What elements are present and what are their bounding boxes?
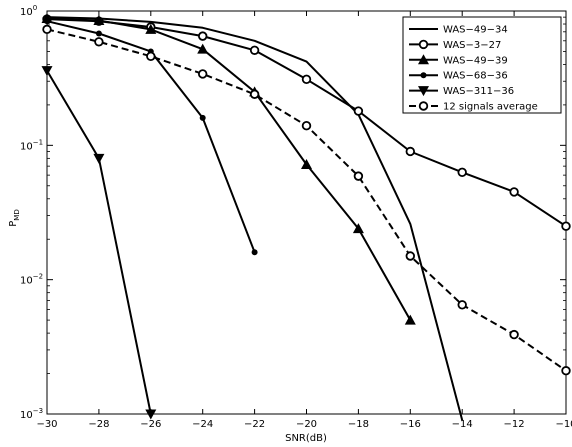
x-tick-label: −22 [244,419,265,430]
data-point [95,30,102,37]
legend-label: WAS−49−34 [443,25,508,36]
legend-label: WAS−49−39 [443,55,508,66]
series-6 [42,24,571,376]
legend-item: WAS−68−36 [409,71,508,82]
data-point [197,31,208,41]
data-point [509,187,519,197]
data-point [197,69,208,79]
x-tick-label: −12 [504,419,525,430]
legend-label: WAS−3−27 [443,40,501,51]
data-point [405,146,415,157]
data-point [249,89,260,99]
data-point [301,121,312,131]
x-tick-label: −26 [140,419,161,430]
x-tick-label: −20 [296,419,317,430]
y-tick-label: 10−3 [20,407,43,421]
data-point [405,251,415,261]
series-1 [46,16,464,421]
data-point [301,74,312,85]
data-point [457,300,467,310]
data-point [353,106,364,116]
data-point [561,366,571,376]
data-point [44,18,50,25]
data-point [509,329,519,340]
legend: WAS−49−34 WAS−3−27 WAS−49−39 WAS−68−36 WAS−3… [402,16,562,114]
y-axis-label-subscript: MD [13,209,21,220]
legend-label: 12 signals average [443,102,538,113]
x-axis-label: SNR(dB) [285,433,327,444]
data-point [197,43,209,54]
legend-item: WAS−49−34 [409,25,508,36]
svg-text:PMD: PMD [8,209,21,226]
legend-label: WAS−68−36 [443,71,508,82]
data-point [561,221,571,231]
data-point [251,249,258,256]
y-tick-label: 10−2 [20,273,43,287]
data-point [94,37,104,47]
y-axis-label-main: P [8,221,19,227]
data-point [145,409,157,420]
data-point [249,45,260,55]
data-point [418,86,429,97]
data-point [404,314,416,325]
x-axis: −30 −28 −26 −24 −22 −20 −18 −16 −14 −12 −10 [36,11,572,430]
legend-item: WAS−3−27 [409,39,501,51]
data-point [418,101,429,111]
data-point [93,14,105,25]
legend-item: WAS−49−39 [409,54,508,66]
data-point [199,114,206,121]
data-point [420,72,427,79]
x-tick-label: −10 [555,419,572,430]
x-tick-label: −28 [88,419,109,430]
legend-item: WAS−311−36 [409,86,514,97]
y-axis: 100 10−1 10−2 10−3 [20,4,566,421]
x-tick-label: −14 [452,419,473,430]
data-point [41,66,53,77]
data-point [93,153,105,164]
series-line [46,16,464,421]
data-point [457,167,467,177]
data-point [353,171,364,181]
x-tick-label: −16 [400,419,421,430]
x-tick-label: −30 [36,419,57,430]
y-tick-label: 100 [20,4,37,18]
y-tick-label: 10−1 [20,138,43,152]
data-point [352,223,364,234]
series-layer [41,12,571,421]
x-tick-label: −24 [192,419,213,430]
legend-box [402,16,562,114]
series-5 [41,66,157,420]
data-point [146,51,156,62]
x-tick-label: −18 [348,419,369,430]
legend-label: WAS−311−36 [443,86,514,97]
y-axis-label: PMD [8,209,21,226]
series-line [46,17,412,321]
legend-item: 12 signals average [409,101,538,113]
data-point [301,158,312,169]
data-point [418,39,429,50]
data-point [418,54,429,65]
data-point [145,23,157,34]
data-point [42,24,52,35]
